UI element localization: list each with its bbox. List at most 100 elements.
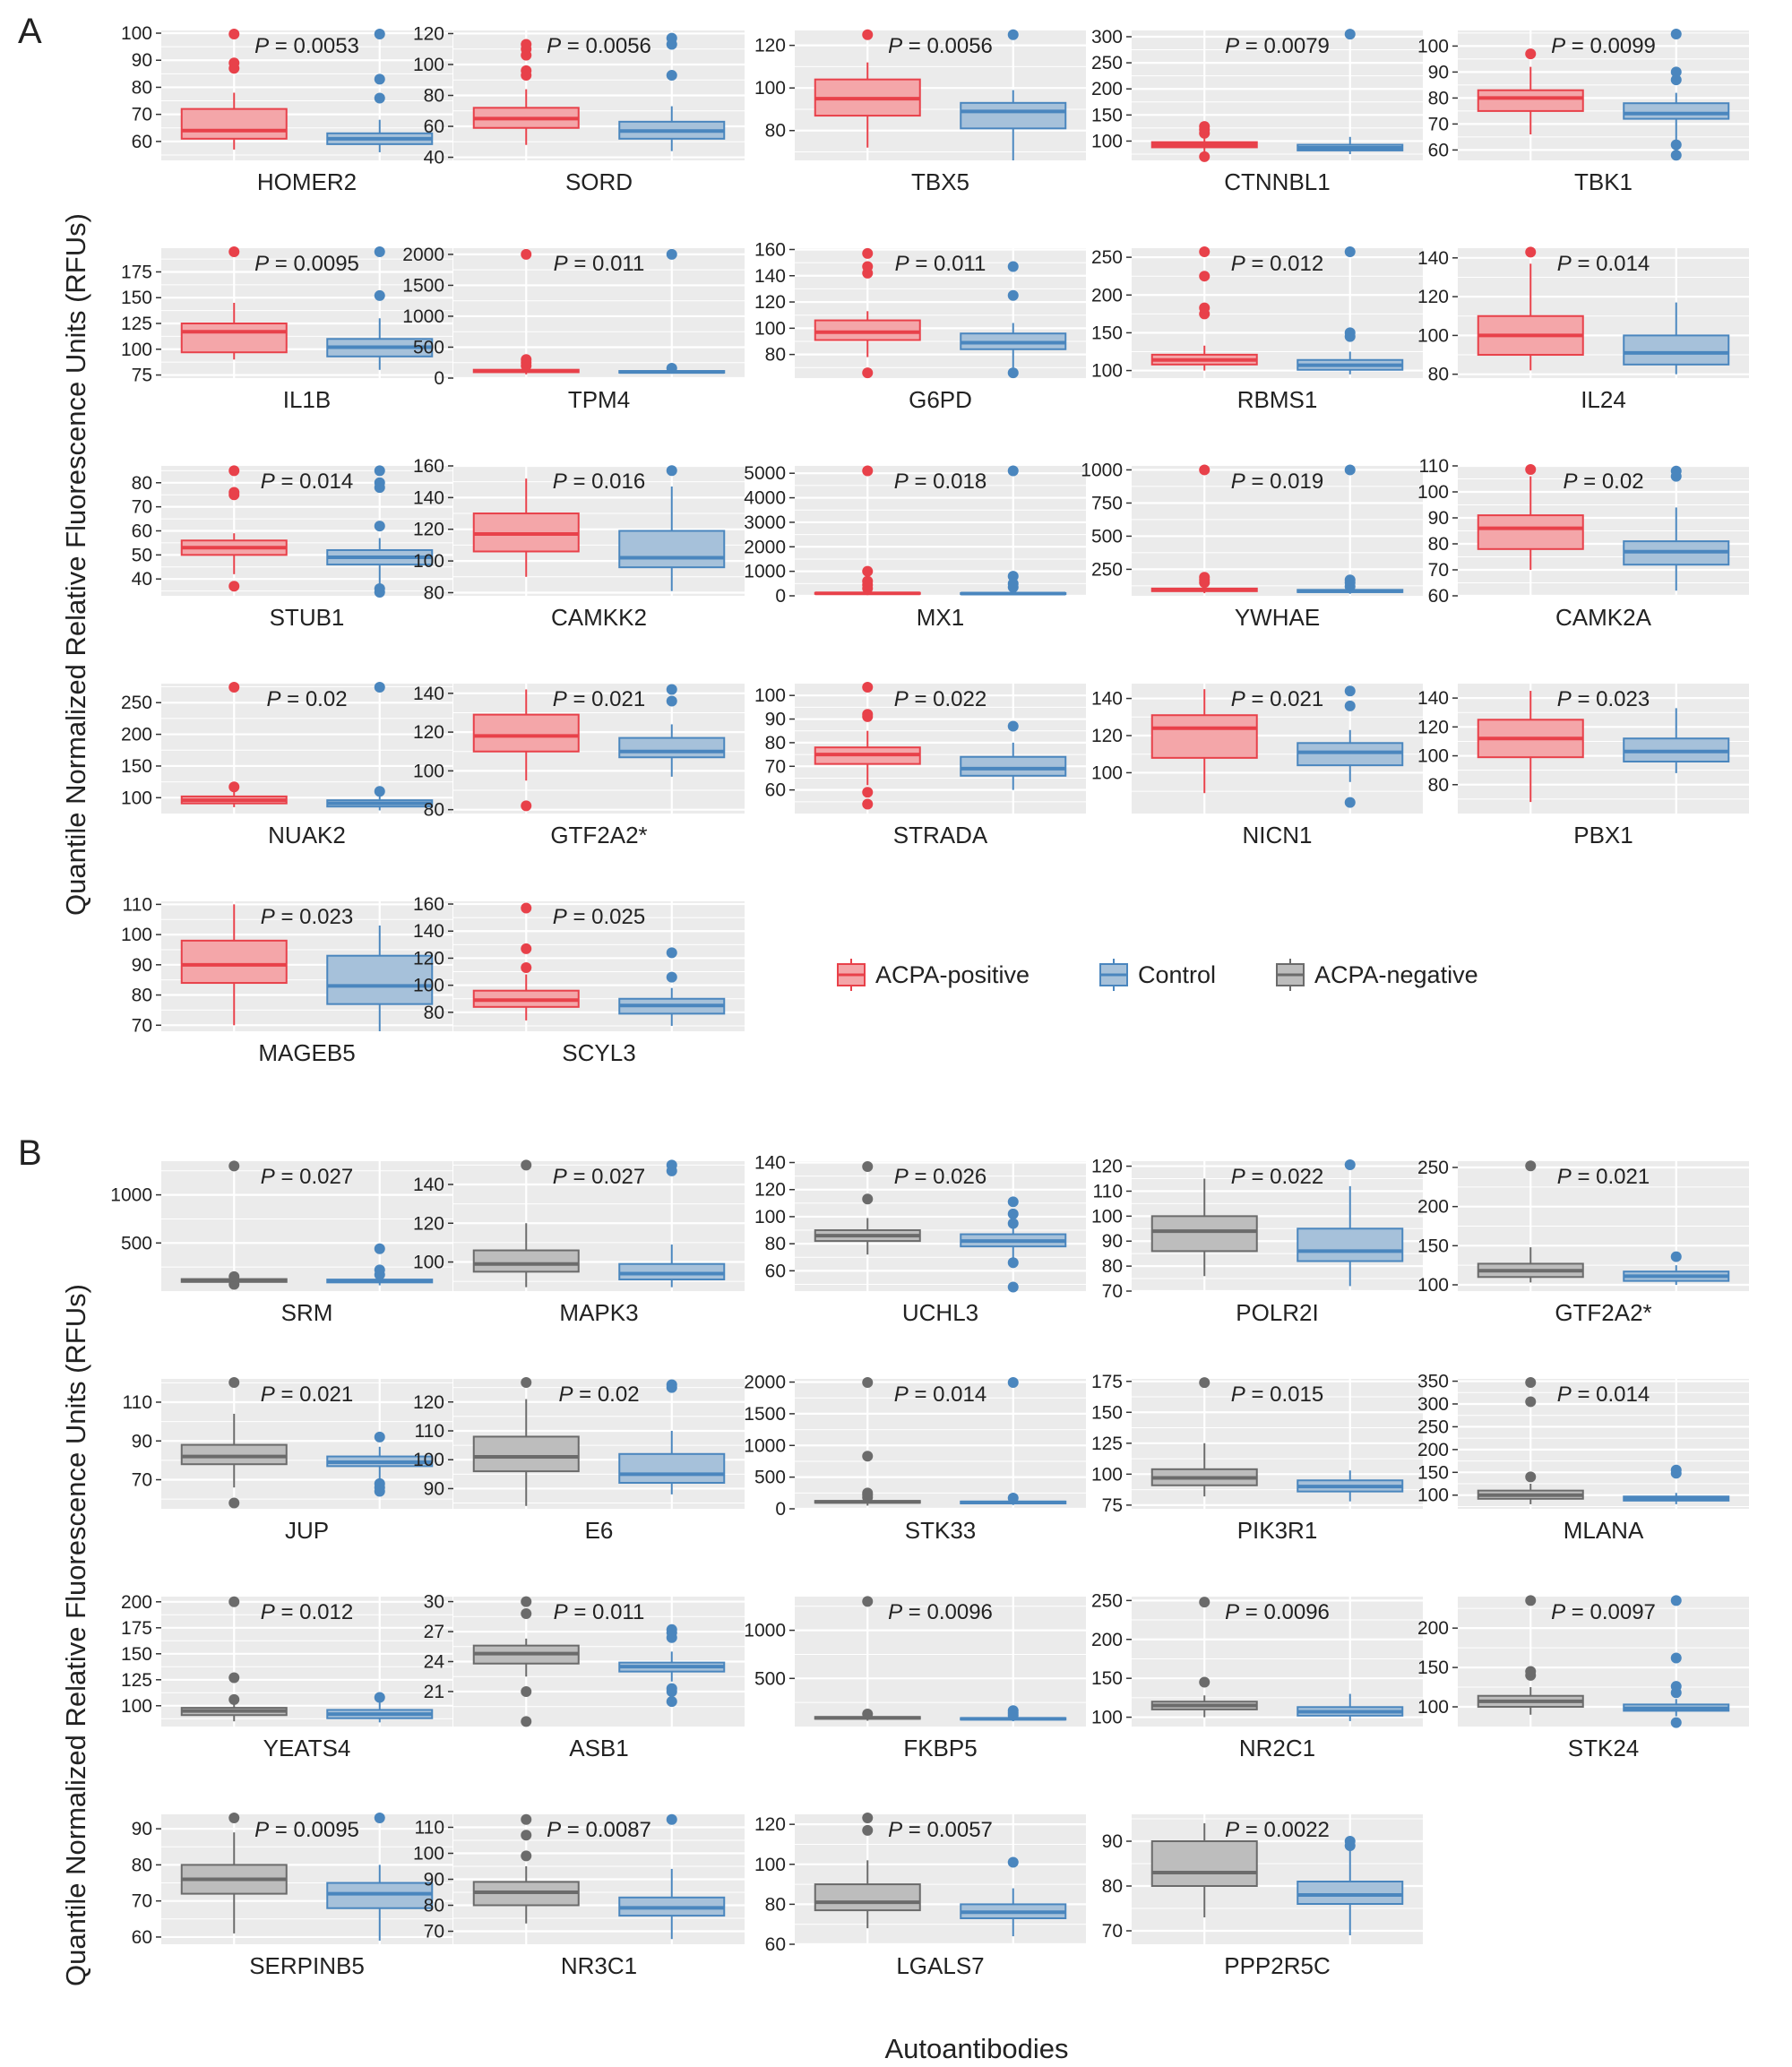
y-tick-label: 90	[1102, 1831, 1123, 1852]
outlier-point	[862, 1451, 874, 1462]
outlier-point	[862, 565, 874, 577]
y-tick-label: 80	[1102, 1256, 1123, 1277]
outlier-point	[374, 73, 385, 85]
y-tick-label: 120	[413, 722, 444, 743]
outlier-point	[1199, 1676, 1210, 1688]
p-label-value: 0.026	[933, 1165, 986, 1189]
p-label-value: 0.0022	[1263, 1818, 1329, 1842]
outlier-point	[1199, 121, 1210, 133]
box-ctrl	[960, 1856, 1067, 1937]
outlier-point	[1525, 464, 1537, 475]
box-pos	[814, 682, 921, 810]
outlier-point	[862, 1487, 874, 1499]
y-tick-label: 4000	[744, 488, 786, 509]
outlier-point	[1525, 1471, 1537, 1483]
box-neg	[180, 1813, 288, 1934]
p-label-letter: P	[1225, 1818, 1239, 1842]
box-neg	[472, 1813, 580, 1924]
y-tick-label: 2000	[744, 537, 786, 557]
box-ctrl	[1623, 29, 1730, 161]
p-value-label: P = 0.015	[1231, 1382, 1323, 1407]
y-tick-label: 500	[413, 337, 444, 357]
p-value-label: P = 0.023	[261, 905, 353, 929]
boxplot-polr2i: 70 80 90 100 110 120 P = 0.022 POLR2I	[1091, 1157, 1423, 1326]
y-tick-label: 80	[1102, 1876, 1123, 1897]
box-ctrl	[326, 1813, 434, 1941]
p-label-letter: P	[553, 687, 567, 711]
p-label-letter: P	[554, 1600, 568, 1624]
p-label-letter: P	[888, 1600, 902, 1624]
outlier-point	[1199, 302, 1210, 314]
outlier-point	[666, 1159, 677, 1171]
p-label-value: 0.011	[934, 252, 986, 276]
y-tick-label: 70	[1428, 114, 1449, 134]
p-label-eq: =	[567, 905, 591, 929]
p-value-label: P = 0.0057	[888, 1818, 993, 1842]
category-label: TPM4	[568, 386, 630, 413]
panel-background	[795, 1597, 1086, 1727]
box-ctrl	[326, 1431, 434, 1497]
boxplot-camk2a: 60 70 80 90 100 110 P = 0.02 CAMK2A	[1417, 456, 1749, 631]
p-label-letter: P	[261, 1382, 275, 1407]
p-value-label: P = 0.011	[554, 252, 645, 276]
boxplot-stk33: 0 500 1000 1500 2000 P = 0.014 STK33	[744, 1373, 1086, 1544]
box-iqr	[180, 108, 288, 140]
p-value-label: P = 0.0056	[888, 34, 993, 58]
outlier-point	[521, 1716, 532, 1727]
p-label-value: 0.02	[598, 1382, 640, 1407]
y-tick-label: 150	[121, 1644, 152, 1665]
y-tick-label: 90	[1428, 62, 1449, 82]
y-tick-label: 100	[413, 761, 444, 781]
outlier-point	[1525, 48, 1537, 60]
outlier-point	[521, 1850, 532, 1862]
box-pos	[1477, 464, 1584, 570]
box-ctrl	[618, 1159, 726, 1288]
outlier-point	[228, 1270, 240, 1282]
category-label: FKBP5	[903, 1735, 977, 1761]
y-tick-label: 60	[132, 521, 152, 542]
outlier-point	[1199, 1597, 1210, 1608]
p-value-label: P = 0.0053	[254, 34, 359, 58]
y-tick-label: 0	[434, 368, 444, 389]
p-value-label: P = 0.014	[261, 469, 353, 494]
outlier-point	[374, 1692, 385, 1703]
p-label-value: 0.016	[591, 469, 645, 494]
y-tick-label: 30	[424, 1592, 444, 1613]
outlier-point	[1344, 1836, 1356, 1847]
p-label-letter: P	[1557, 1165, 1572, 1189]
p-label-value: 0.0095	[293, 252, 358, 276]
y-tick-label: 70	[132, 105, 152, 125]
box-pos	[180, 904, 288, 1026]
outlier-point	[1007, 1257, 1019, 1269]
outlier-point	[1007, 465, 1019, 477]
y-tick-label: 1000	[744, 562, 786, 582]
p-value-label: P = 0.014	[1557, 252, 1650, 276]
p-label-value: 0.021	[1596, 1165, 1650, 1189]
boxplot-nicn1: 100 120 140 P = 0.021 NICN1	[1091, 684, 1423, 848]
boxplot-asb1: 21 24 27 30 P = 0.011 ASB1	[424, 1592, 745, 1761]
y-tick-label: 110	[1419, 456, 1449, 477]
p-label-letter: P	[254, 34, 269, 58]
y-tick-label: 90	[424, 1478, 444, 1499]
p-label-value: 0.023	[1596, 687, 1650, 711]
category-label: E6	[585, 1517, 614, 1544]
p-label-letter: P	[1225, 1600, 1239, 1624]
y-tick-label: 70	[132, 497, 152, 518]
p-label-letter: P	[1231, 1165, 1245, 1189]
y-tick-label: 120	[1417, 287, 1449, 307]
y-tick-label: 75	[132, 366, 152, 386]
outlier-point	[521, 1596, 532, 1607]
y-tick-label: 250	[1091, 559, 1123, 580]
box-iqr	[1150, 714, 1258, 759]
outlier-point	[1525, 1377, 1537, 1388]
outlier-point	[862, 798, 874, 810]
category-label: MX1	[917, 604, 964, 631]
p-label-letter: P	[1563, 469, 1577, 494]
category-label: POLR2I	[1236, 1299, 1319, 1326]
y-tick-label: 60	[765, 780, 786, 801]
y-tick-label: 200	[1091, 1630, 1123, 1650]
outlier-point	[228, 1279, 240, 1290]
p-label-eq: =	[275, 1600, 299, 1624]
outlier-point	[666, 32, 677, 44]
box-iqr	[180, 1443, 288, 1466]
